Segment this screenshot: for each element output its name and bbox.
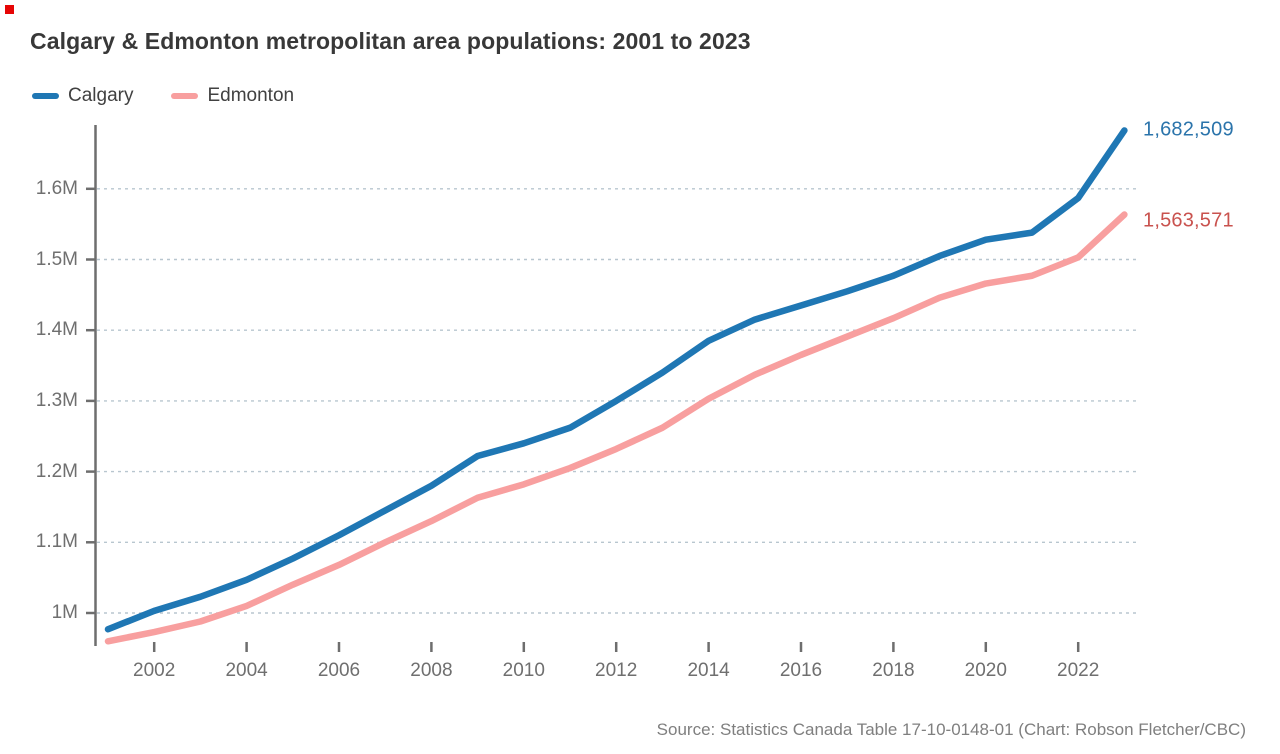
y-axis-label: 1.5M bbox=[35, 248, 78, 270]
x-axis-label: 2002 bbox=[133, 660, 176, 681]
x-axis-label: 2008 bbox=[410, 660, 453, 681]
calgary-series-line bbox=[104, 127, 1128, 633]
y-axis-label: 1.2M bbox=[35, 460, 78, 482]
x-axis-label: 2016 bbox=[779, 660, 823, 681]
edmonton-end-value-label: 1,563,571 bbox=[1143, 209, 1234, 232]
y-axis-label: 1.3M bbox=[35, 389, 78, 411]
x-axis-label: 2010 bbox=[502, 660, 545, 681]
legend-item-calgary: Calgary bbox=[32, 85, 133, 107]
y-axis-label: 1M bbox=[51, 602, 78, 623]
brand-mark bbox=[5, 5, 14, 14]
x-axis-label: 2004 bbox=[225, 660, 268, 681]
legend-label-calgary: Calgary bbox=[68, 85, 134, 106]
legend: Calgary Edmonton bbox=[32, 85, 294, 107]
x-axis-label: 2022 bbox=[1057, 660, 1100, 681]
legend-item-edmonton: Edmonton bbox=[171, 85, 294, 107]
edmonton-series-line bbox=[104, 211, 1128, 645]
x-axis-label: 2014 bbox=[687, 660, 730, 681]
calgary-end-value-label: 1,682,509 bbox=[1143, 118, 1234, 141]
calgary-line-swatch-icon bbox=[32, 93, 59, 99]
x-axis-label: 2006 bbox=[317, 660, 361, 681]
edmonton-line-swatch-icon bbox=[171, 93, 199, 99]
x-axis-label: 2018 bbox=[872, 660, 915, 681]
x-axis-label: 2020 bbox=[964, 660, 1007, 681]
y-axis-label: 1.1M bbox=[35, 531, 78, 553]
y-axis-label: 1.6M bbox=[35, 177, 78, 199]
y-axis-label: 1.4M bbox=[35, 319, 78, 341]
source-attribution: Source: Statistics Canada Table 17-10-01… bbox=[656, 720, 1246, 739]
chart-title: Calgary & Edmonton metropolitan area pop… bbox=[30, 28, 751, 54]
x-axis-label: 2012 bbox=[595, 660, 638, 681]
legend-label-edmonton: Edmonton bbox=[207, 85, 295, 106]
